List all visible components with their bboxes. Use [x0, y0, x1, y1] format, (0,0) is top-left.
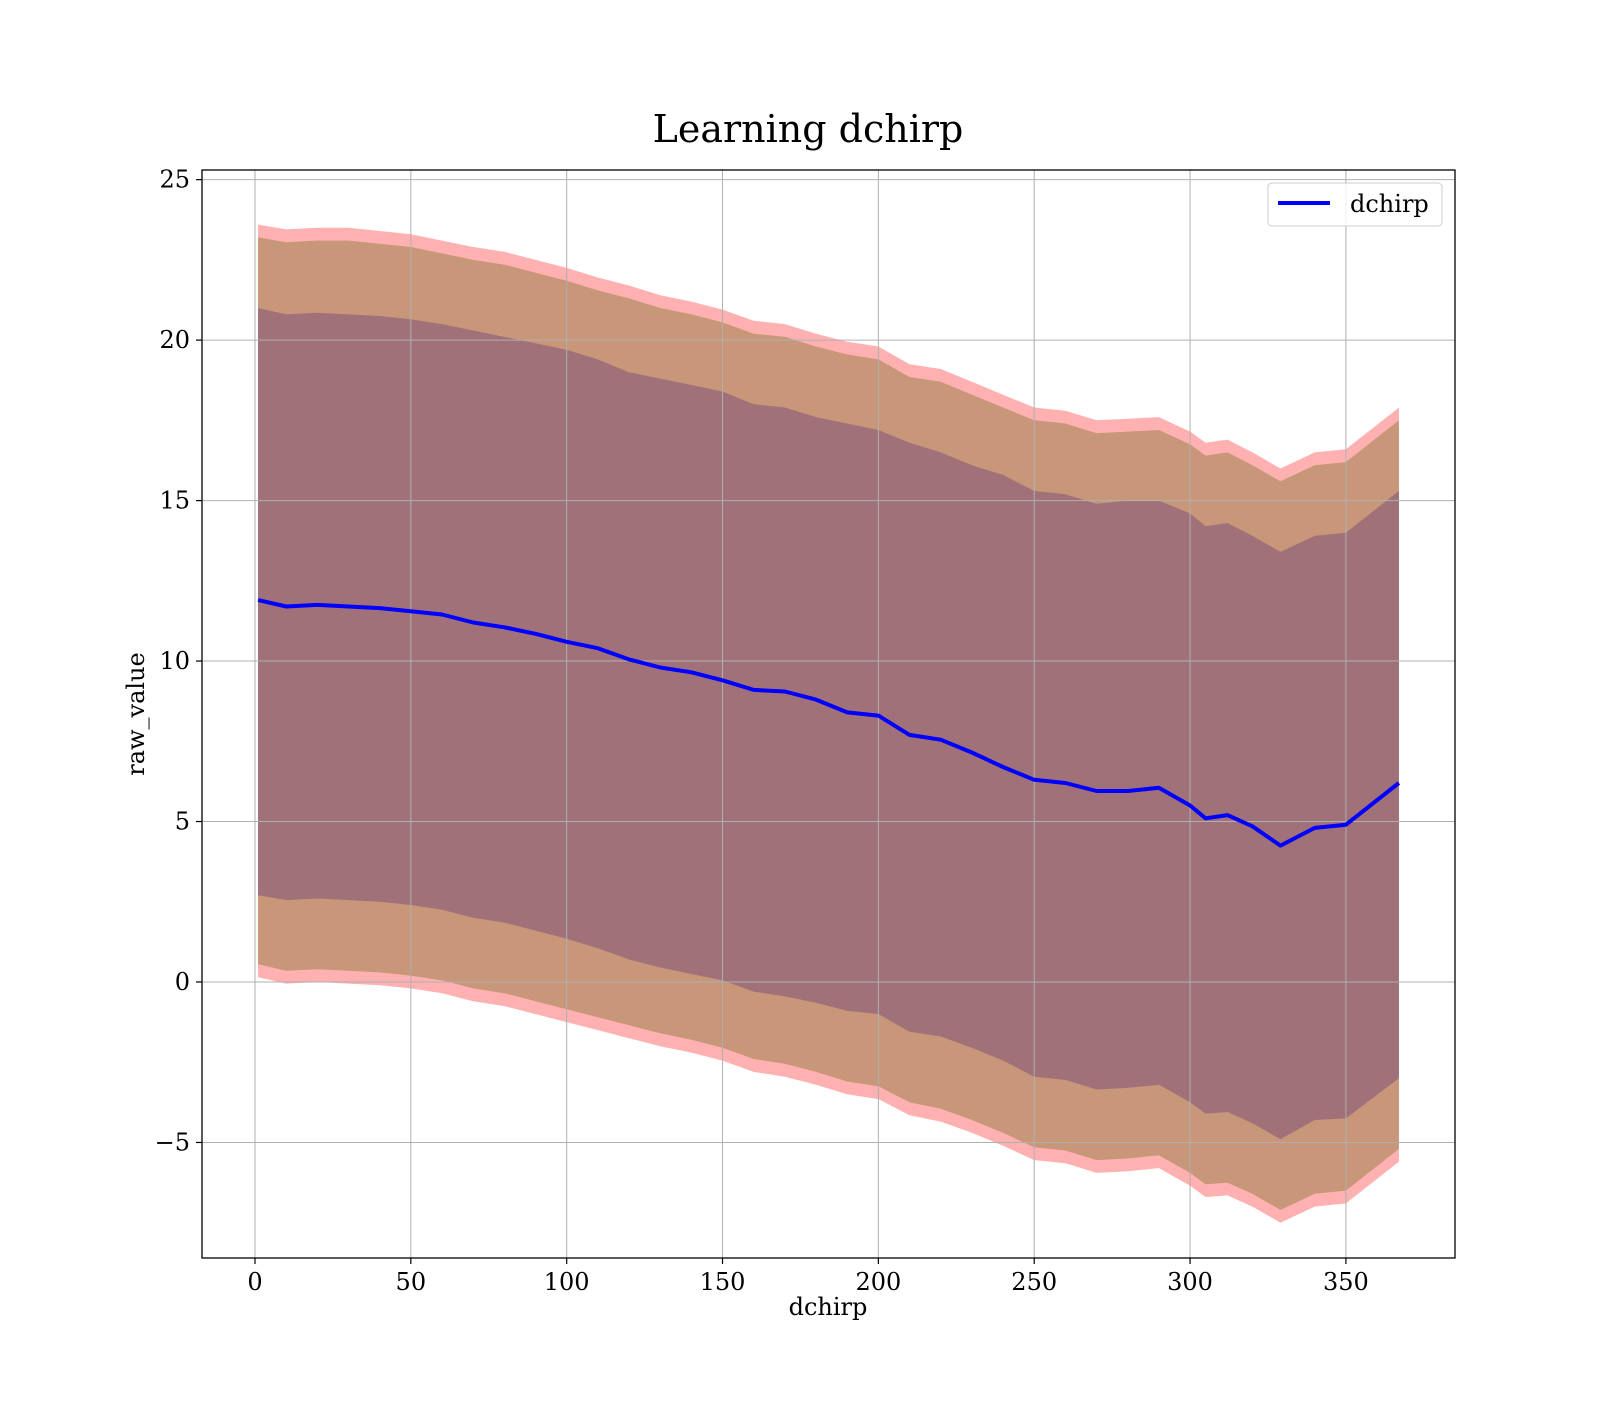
y-axis-ticks: −5 0 5 10 15 20 25	[155, 166, 202, 1156]
x-tick-label: 350	[1323, 1268, 1369, 1296]
y-tick-label: 20	[159, 326, 190, 354]
x-tick-label: 300	[1167, 1268, 1213, 1296]
y-tick-label: −5	[155, 1128, 190, 1156]
x-tick-label: 50	[396, 1268, 427, 1296]
x-tick-label: 100	[544, 1268, 590, 1296]
y-tick-label: 5	[175, 808, 190, 836]
x-tick-label: 250	[1011, 1268, 1057, 1296]
x-axis-ticks: 0 50 100 150 200 250 300 350	[247, 1258, 1369, 1296]
plot-frame	[201, 169, 1456, 1259]
y-tick-label: 0	[175, 968, 190, 996]
legend: dchirp	[1267, 182, 1443, 227]
x-tick-label: 200	[855, 1268, 901, 1296]
legend-box	[1267, 182, 1443, 227]
series-line-dchirp	[257, 598, 1401, 848]
y-tick-label: 10	[159, 647, 190, 675]
y-axis-label: raw_value	[122, 652, 150, 776]
y-tick-label: 15	[159, 487, 190, 515]
series-lines	[257, 598, 1401, 848]
x-axis-label: dchirp	[789, 1293, 868, 1321]
y-tick-label: 25	[159, 166, 190, 194]
confidence-bands	[258, 224, 1399, 1223]
chart-title: Learning dchirp	[653, 107, 964, 151]
grid	[202, 170, 1455, 1258]
x-tick-label: 0	[247, 1268, 262, 1296]
band-inner	[258, 308, 1399, 1140]
legend-label: dchirp	[1350, 190, 1429, 218]
x-tick-label: 150	[700, 1268, 746, 1296]
